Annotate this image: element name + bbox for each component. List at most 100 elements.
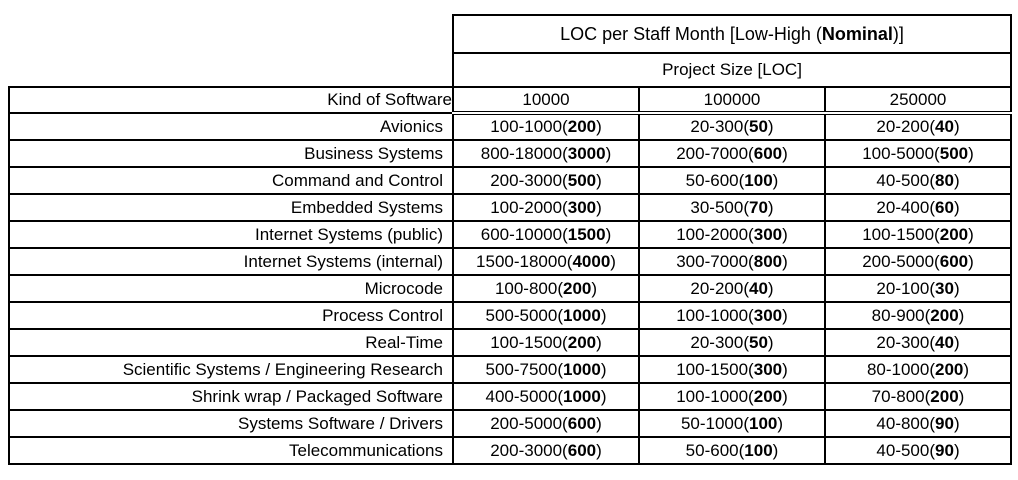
data-cell: 400-5000(1000) bbox=[452, 382, 640, 411]
nominal-value: 600 bbox=[753, 143, 783, 163]
nominal-value: 3000 bbox=[567, 143, 606, 163]
nominal-value: 500 bbox=[567, 170, 597, 190]
row-label: Internet Systems (internal) bbox=[8, 247, 454, 276]
table-body: Avionics 100-1000(200) 20-300(50) 20-200(40… bbox=[8, 112, 1013, 465]
data-cell: 80-1000(200) bbox=[823, 355, 1013, 384]
nominal-value: 800 bbox=[753, 251, 783, 271]
data-cell: 500-5000(1000) bbox=[452, 301, 640, 330]
table-title: LOC per Staff Month [Low-High (Nominal)] bbox=[451, 14, 1013, 54]
table-row: Scientific Systems / Engineering Researc… bbox=[8, 355, 1013, 384]
row-label: Microcode bbox=[8, 274, 454, 303]
nominal-value: 200 bbox=[563, 278, 592, 298]
data-cell: 20-100(30) bbox=[823, 274, 1013, 303]
nominal-value: 4000 bbox=[572, 251, 611, 271]
nominal-value: 40 bbox=[749, 278, 768, 298]
table-row: Avionics 100-1000(200) 20-300(50) 20-200(40… bbox=[8, 112, 1013, 141]
table-row: Process Control 500-5000(1000) 100-1000(30… bbox=[8, 301, 1013, 330]
data-cell: 20-400(60) bbox=[823, 193, 1013, 222]
kind-of-software-header: Kind of Software bbox=[8, 86, 454, 114]
data-cell: 200-5000(600) bbox=[823, 247, 1013, 276]
data-cell: 40-800(90) bbox=[823, 409, 1013, 438]
row-label: Command and Control bbox=[8, 166, 454, 195]
data-cell: 100-1000(300) bbox=[638, 301, 826, 330]
nominal-value: 200 bbox=[567, 332, 597, 352]
nominal-value: 300 bbox=[567, 197, 597, 217]
nominal-value: 90 bbox=[935, 440, 954, 460]
nominal-value: 1000 bbox=[563, 386, 601, 406]
data-cell: 100-2000(300) bbox=[452, 193, 640, 222]
nominal-value: 40 bbox=[935, 332, 954, 352]
table-row: Telecommunications 200-3000(600) 50-600(10… bbox=[8, 436, 1013, 465]
table-container: LOC per Staff Month [Low-High (Nominal)]… bbox=[8, 14, 1013, 465]
data-cell: 500-7500(1000) bbox=[452, 355, 640, 384]
nominal-value: 200 bbox=[930, 386, 959, 406]
table-row: Shrink wrap / Packaged Software 400-5000(… bbox=[8, 382, 1013, 411]
data-cell: 300-7000(800) bbox=[638, 247, 826, 276]
table-row: Internet Systems (internal) 1500-18000(40… bbox=[8, 247, 1013, 276]
project-size-header: Project Size [LOC] bbox=[451, 52, 1013, 88]
nominal-value: 50 bbox=[749, 117, 768, 137]
table-title-prefix: LOC per Staff Month [Low-High ( bbox=[560, 23, 822, 44]
blank-corner bbox=[9, 15, 453, 53]
column-header-100000: 100000 bbox=[638, 86, 826, 115]
nominal-value: 1500 bbox=[567, 224, 606, 244]
nominal-value: 300 bbox=[753, 224, 783, 244]
nominal-value: 30 bbox=[935, 278, 954, 298]
row-label: Internet Systems (public) bbox=[8, 220, 454, 249]
nominal-value: 600 bbox=[939, 251, 969, 271]
table-row: Real-Time 100-1500(200) 20-300(50) 20-300(4… bbox=[8, 328, 1013, 357]
nominal-value: 200 bbox=[939, 224, 969, 244]
table-row: Embedded Systems 100-2000(300) 30-500(70) 2… bbox=[8, 193, 1013, 222]
nominal-value: 60 bbox=[935, 197, 954, 217]
row-label: Embedded Systems bbox=[8, 193, 454, 222]
data-cell: 200-3000(600) bbox=[452, 436, 640, 465]
data-cell: 20-300(50) bbox=[638, 112, 826, 141]
data-cell: 100-800(200) bbox=[452, 274, 640, 303]
row-label: Avionics bbox=[8, 112, 454, 141]
nominal-value: 50 bbox=[749, 332, 768, 352]
column-header-250000: 250000 bbox=[823, 86, 1013, 115]
loc-per-staff-month-table: LOC per Staff Month [Low-High (Nominal)]… bbox=[8, 14, 1013, 465]
nominal-value: 80 bbox=[935, 170, 954, 190]
nominal-value: 100 bbox=[744, 170, 773, 190]
data-cell: 200-3000(500) bbox=[452, 166, 640, 195]
table-row: Internet Systems (public) 600-10000(1500)… bbox=[8, 220, 1013, 249]
data-cell: 200-7000(600) bbox=[638, 139, 826, 168]
data-cell: 100-1500(200) bbox=[823, 220, 1013, 249]
row-label: Scientific Systems / Engineering Researc… bbox=[8, 355, 454, 384]
data-cell: 1500-18000(4000) bbox=[452, 247, 640, 276]
data-cell: 20-200(40) bbox=[638, 274, 826, 303]
nominal-value: 600 bbox=[567, 440, 597, 460]
nominal-value: 1000 bbox=[563, 305, 601, 325]
nominal-value: 70 bbox=[749, 197, 768, 217]
data-cell: 100-1000(200) bbox=[638, 382, 826, 411]
data-cell: 40-500(80) bbox=[823, 166, 1013, 195]
data-cell: 100-1500(300) bbox=[638, 355, 826, 384]
table-title-suffix: )] bbox=[892, 23, 904, 44]
row-label: Shrink wrap / Packaged Software bbox=[8, 382, 454, 411]
data-cell: 600-10000(1500) bbox=[452, 220, 640, 249]
data-cell: 100-1000(200) bbox=[452, 112, 640, 141]
data-cell: 20-300(50) bbox=[638, 328, 826, 357]
table-row: Business Systems 800-18000(3000) 200-7000(… bbox=[8, 139, 1013, 168]
data-cell: 100-5000(500) bbox=[823, 139, 1013, 168]
row-label: Business Systems bbox=[8, 139, 454, 168]
nominal-value: 200 bbox=[753, 386, 783, 406]
data-cell: 70-800(200) bbox=[823, 382, 1013, 411]
row-label: Real-Time bbox=[8, 328, 454, 357]
table-row: Command and Control 200-3000(500) 50-600(1… bbox=[8, 166, 1013, 195]
column-header-row: Kind of Software 10000 100000 250000 bbox=[8, 86, 1013, 115]
table-row: Systems Software / Drivers 200-5000(600) 5… bbox=[8, 409, 1013, 438]
nominal-value: 90 bbox=[935, 413, 954, 433]
nominal-value: 100 bbox=[744, 440, 773, 460]
row-label: Systems Software / Drivers bbox=[8, 409, 454, 438]
data-cell: 40-500(90) bbox=[823, 436, 1013, 465]
table-title-nominal: Nominal bbox=[821, 23, 893, 44]
blank-corner bbox=[9, 53, 453, 87]
nominal-value: 1000 bbox=[563, 359, 601, 379]
data-cell: 100-2000(300) bbox=[638, 220, 826, 249]
row-label: Telecommunications bbox=[8, 436, 454, 465]
data-cell: 80-900(200) bbox=[823, 301, 1013, 330]
data-cell: 100-1500(200) bbox=[452, 328, 640, 357]
